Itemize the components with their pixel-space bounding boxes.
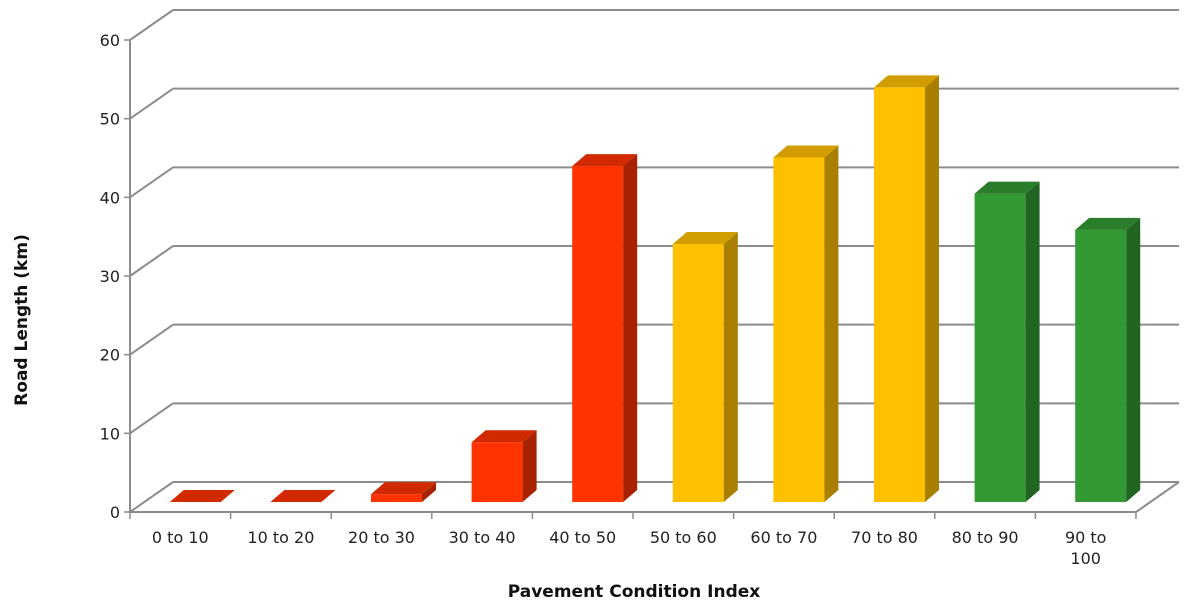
bar-front <box>572 166 624 503</box>
bar-top <box>974 181 1040 194</box>
x-tick-label: 40 to 50 <box>549 528 616 547</box>
bar-top <box>874 75 939 88</box>
y-tick-label: 0 <box>110 503 120 522</box>
y-tick-label: 40 <box>100 188 120 207</box>
x-tick-label: 50 to 60 <box>650 528 717 547</box>
bar <box>874 75 939 502</box>
bar-side <box>824 145 839 502</box>
x-tick-label: 90 to 100 <box>1065 528 1107 568</box>
bar-front <box>471 442 523 502</box>
bar-top <box>672 231 738 244</box>
gridline-diagonal <box>129 245 174 277</box>
bar-side <box>1025 181 1040 503</box>
bar-top <box>773 145 839 158</box>
bar-side <box>522 430 537 502</box>
bar-side <box>723 231 738 502</box>
y-tick-label: 30 <box>100 267 120 286</box>
bar <box>270 490 336 502</box>
bar-top <box>1075 217 1141 230</box>
bar-front <box>371 494 422 502</box>
bar-front <box>874 87 925 502</box>
bar <box>169 490 235 502</box>
y-tick-label: 20 <box>100 346 120 365</box>
bar-front <box>773 157 825 502</box>
bar-top <box>371 482 436 495</box>
bar-front <box>1075 229 1127 502</box>
y-tick-label: 50 <box>100 110 120 129</box>
bars <box>169 75 1141 503</box>
y-tick-labels: 0 10 20 30 40 50 60 <box>100 31 120 522</box>
y-axis-title: Road Length (km) <box>12 234 32 406</box>
gridline-diagonal <box>129 402 174 435</box>
bar-front <box>974 193 1026 503</box>
bar-front <box>672 243 724 502</box>
bar-top <box>270 490 336 502</box>
bar-side <box>422 482 436 502</box>
x-tick-label: 20 to 30 <box>348 528 415 547</box>
gridline-diagonal <box>129 87 174 120</box>
x-axis-title: Pavement Condition Index <box>508 582 761 602</box>
bar <box>371 482 436 502</box>
x-tick-label: 80 to 90 <box>952 528 1019 547</box>
gridline-diagonal <box>129 323 174 356</box>
bar-top <box>471 430 537 443</box>
x-tick-label: 0 to 10 <box>152 528 209 547</box>
bar-side <box>623 154 638 503</box>
bar <box>1075 217 1141 502</box>
x-tick-labels: 0 to 10 10 to 20 20 to 30 30 to 40 40 to 50 5… <box>152 528 1107 568</box>
x-tick-label: 30 to 40 <box>449 528 516 547</box>
y-tick-label: 60 <box>100 31 120 50</box>
gridline-diagonal <box>129 481 174 513</box>
bar <box>974 181 1040 503</box>
gridline-diagonal <box>129 9 174 41</box>
x-tick-label: 10 to 20 <box>247 528 314 547</box>
bar <box>672 231 738 502</box>
bar-side <box>925 75 939 502</box>
bar-top <box>169 490 235 502</box>
y-tick-label: 10 <box>100 424 120 443</box>
x-tick-label: 70 to 80 <box>851 528 918 547</box>
floor-edge <box>1135 481 1180 513</box>
bar <box>773 145 839 502</box>
gridline-diagonal <box>129 166 174 199</box>
bar-side <box>1126 217 1141 502</box>
bar <box>572 154 638 503</box>
bar-top <box>572 154 638 167</box>
x-tick-label: 60 to 70 <box>750 528 817 547</box>
bar <box>471 430 537 502</box>
axes <box>124 39 1180 519</box>
